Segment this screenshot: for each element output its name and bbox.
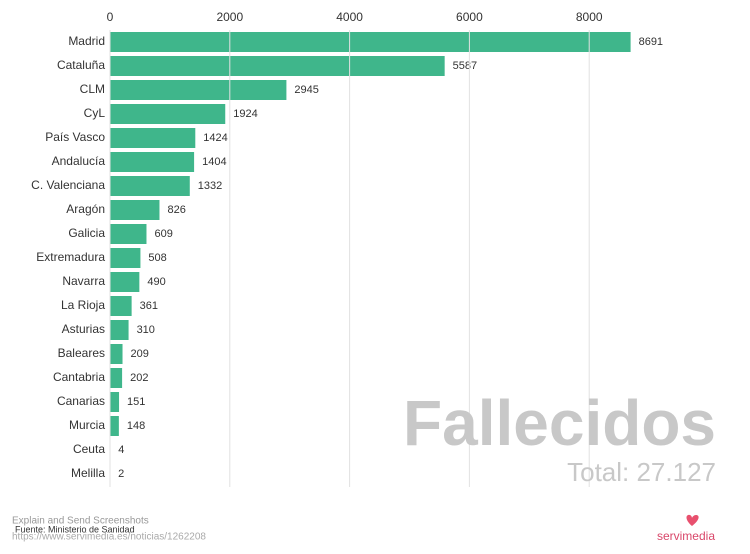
y-tick-label: Galicia bbox=[68, 226, 105, 240]
data-label: 1424 bbox=[203, 132, 227, 144]
y-tick-label: Madrid bbox=[68, 34, 105, 48]
y-tick-label: Ceuta bbox=[73, 442, 105, 456]
logo-icon bbox=[686, 514, 699, 526]
data-label: 609 bbox=[154, 228, 172, 240]
x-tick-label: 4000 bbox=[336, 10, 363, 24]
y-tick-label: Canarias bbox=[57, 394, 105, 408]
data-label: 4 bbox=[118, 444, 124, 456]
y-tick-label: Cataluña bbox=[57, 58, 105, 72]
bar bbox=[110, 296, 132, 316]
bar bbox=[110, 368, 123, 388]
bar bbox=[110, 320, 129, 340]
bar bbox=[110, 248, 141, 268]
bar bbox=[110, 152, 195, 172]
bar bbox=[110, 416, 119, 436]
y-tick-label: Navarra bbox=[62, 274, 105, 288]
data-label: 5587 bbox=[453, 60, 477, 72]
y-tick-label: Asturias bbox=[62, 322, 105, 336]
y-tick-label: Murcia bbox=[69, 418, 105, 432]
data-label: 151 bbox=[127, 396, 145, 408]
y-tick-label: CLM bbox=[80, 82, 105, 96]
data-label: 1924 bbox=[233, 108, 257, 120]
data-label: 310 bbox=[137, 324, 155, 336]
bar bbox=[110, 224, 147, 244]
y-tick-label: Cantabria bbox=[53, 370, 105, 384]
data-label: 508 bbox=[148, 252, 166, 264]
y-tick-label: Baleares bbox=[58, 346, 105, 360]
y-tick-label: Aragón bbox=[66, 202, 105, 216]
y-tick-label: Andalucía bbox=[52, 154, 106, 168]
bar bbox=[110, 32, 631, 52]
data-label: 361 bbox=[140, 300, 158, 312]
y-tick-label: CyL bbox=[84, 106, 106, 120]
data-label: 826 bbox=[167, 204, 185, 216]
bar bbox=[110, 272, 140, 292]
y-tick-label: La Rioja bbox=[61, 298, 105, 312]
chart-title: Fallecidos bbox=[403, 387, 716, 459]
y-tick-label: C. Valenciana bbox=[31, 178, 105, 192]
data-label: 2945 bbox=[294, 84, 318, 96]
x-tick-label: 6000 bbox=[456, 10, 483, 24]
data-label: 209 bbox=[131, 348, 149, 360]
bar bbox=[110, 176, 190, 196]
data-label: 490 bbox=[147, 276, 165, 288]
overlay-text: Explain and Send Screenshots bbox=[12, 516, 149, 527]
bar bbox=[110, 56, 445, 76]
x-tick-label: 2000 bbox=[216, 10, 243, 24]
y-tick-label: Extremadura bbox=[36, 250, 105, 264]
x-tick-label: 0 bbox=[107, 10, 114, 24]
y-tick-label: Melilla bbox=[71, 466, 105, 480]
chart-subtitle: Total: 27.127 bbox=[567, 457, 716, 487]
data-label: 148 bbox=[127, 420, 145, 432]
logo: servimedia bbox=[657, 529, 715, 543]
data-label: 1332 bbox=[198, 180, 222, 192]
data-label: 1404 bbox=[202, 156, 226, 168]
bar bbox=[110, 344, 123, 364]
bar bbox=[110, 80, 287, 100]
bar bbox=[110, 128, 196, 148]
bar bbox=[110, 200, 160, 220]
source: Fuente: Ministerio de Sanidad bbox=[15, 524, 135, 534]
data-label: 202 bbox=[130, 372, 148, 384]
bar bbox=[110, 104, 226, 124]
data-label: 2 bbox=[118, 468, 124, 480]
x-tick-label: 8000 bbox=[576, 10, 603, 24]
url: https://www.servimedia.es/noticias/12622… bbox=[12, 532, 206, 543]
bar bbox=[110, 392, 120, 412]
y-tick-label: País Vasco bbox=[45, 130, 105, 144]
data-label: 8691 bbox=[639, 36, 663, 48]
